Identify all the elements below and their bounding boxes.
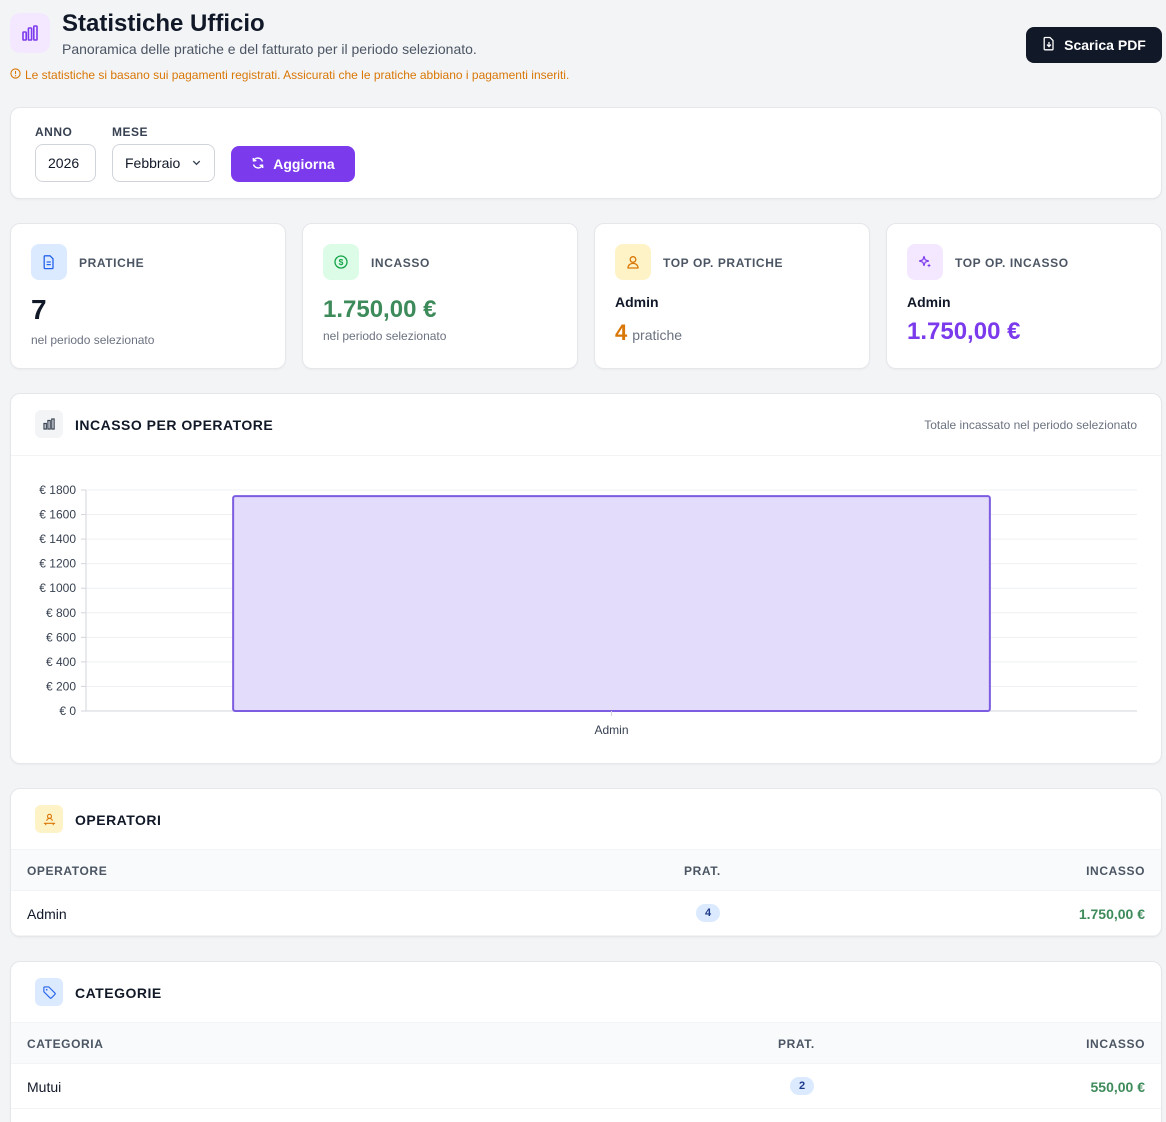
category-name: Mutui (27, 1079, 61, 1095)
y-tick-label: € 1000 (39, 581, 76, 595)
column-header: PRAT. (778, 1037, 815, 1051)
categorie-table-card: CATEGORIE CATEGORIA PRAT. INCASSO Mutui … (10, 961, 1162, 1122)
dollar-circle-icon: $ (323, 244, 359, 280)
month-select[interactable]: Febbraio (112, 144, 215, 182)
stat-value: 1.750,00 € (323, 296, 436, 324)
y-tick-label: € 1800 (39, 483, 76, 497)
stat-card-top-incasso: TOP OP. INCASSO Admin 1.750,00 € (886, 223, 1162, 369)
chart-note: Totale incassato nel periodo selezionato (924, 418, 1137, 432)
stat-card-incasso: $ INCASSO 1.750,00 € nel periodo selezio… (302, 223, 578, 369)
operator-name: Admin (27, 906, 67, 922)
bar-chart: € 0 € 200 € 400 € 600 € 800 € 1000 € 1200 € 140… (11, 456, 1161, 756)
month-label: MESE (112, 125, 148, 139)
categorie-title: CATEGORIE (75, 985, 162, 1001)
top-operator-name: Admin (907, 294, 951, 310)
users-icon (35, 805, 63, 833)
table-row: Admin 4 1.750,00 € (11, 891, 1161, 936)
count-badge: 2 (790, 1077, 814, 1095)
sparkles-icon (907, 244, 943, 280)
refresh-icon (251, 156, 265, 173)
y-tick-label: € 800 (46, 606, 76, 620)
y-tick-label: € 600 (46, 630, 76, 644)
count-badge: 4 (696, 904, 720, 922)
bar-chart-icon (35, 410, 63, 438)
column-header: PRAT. (684, 864, 721, 878)
count-unit: pratiche (632, 327, 682, 343)
download-pdf-label: Scarica PDF (1064, 37, 1146, 53)
y-tick-label: € 1400 (39, 532, 76, 546)
year-input[interactable]: 2026 (35, 144, 96, 182)
filters-panel: ANNO 2026 MESE Febbraio Aggiorna (10, 107, 1162, 199)
y-tick-label: € 200 (46, 679, 76, 693)
stat-label: TOP OP. PRATICHE (663, 256, 783, 270)
year-label: ANNO (35, 125, 72, 139)
stat-note: nel periodo selezionato (31, 333, 154, 347)
file-download-icon (1042, 36, 1056, 54)
bar-chart-icon (10, 13, 50, 53)
table-header: CATEGORIA PRAT. INCASSO (11, 1022, 1161, 1064)
stat-label: INCASSO (371, 256, 430, 270)
month-select-value: Febbraio (125, 155, 180, 171)
chevron-down-icon (191, 155, 202, 171)
count-value: 4 (615, 320, 627, 346)
stat-card-top-pratiche: TOP OP. PRATICHE Admin 4 pratiche (594, 223, 870, 369)
tag-icon (35, 978, 63, 1006)
column-header: INCASSO (1086, 864, 1145, 878)
y-tick-label: € 400 (46, 655, 76, 669)
page-header: Statistiche Ufficio Panoramica delle pra… (10, 10, 1162, 90)
warning-text: Le statistiche si basano sui pagamenti r… (25, 68, 569, 82)
refresh-button[interactable]: Aggiorna (231, 146, 355, 182)
stat-card-pratiche: PRATICHE 7 nel periodo selezionato (10, 223, 286, 369)
stat-label: TOP OP. INCASSO (955, 256, 1069, 270)
table-header: OPERATORE PRAT. INCASSO (11, 849, 1161, 891)
top-operator-incasso: 1.750,00 € (907, 318, 1020, 346)
stat-value: 7 (31, 294, 47, 326)
stat-label: PRATICHE (79, 256, 144, 270)
column-header: CATEGORIA (27, 1037, 104, 1051)
document-icon (31, 244, 67, 280)
operatori-title: OPERATORI (75, 812, 161, 828)
amount: 1.750,00 € (1079, 906, 1145, 922)
column-header: INCASSO (1086, 1037, 1145, 1051)
page-title: Statistiche Ufficio (62, 10, 265, 38)
top-operator-name: Admin (615, 294, 659, 310)
page-subtitle: Panoramica delle pratiche e del fatturat… (62, 41, 477, 57)
bar (233, 496, 990, 711)
y-tick-label: € 0 (59, 704, 76, 718)
column-header: OPERATORE (27, 864, 107, 878)
stat-note: nel periodo selezionato (323, 329, 446, 343)
x-tick-label: Admin (594, 723, 628, 737)
chart-title: INCASSO PER OPERATORE (75, 417, 273, 433)
svg-text:$: $ (339, 257, 344, 267)
chart-header: INCASSO PER OPERATORE Totale incassato n… (11, 394, 1161, 456)
info-circle-icon (10, 68, 21, 82)
top-operator-count: 4 pratiche (615, 320, 682, 346)
y-tick-label: € 1200 (39, 557, 76, 571)
user-icon (615, 244, 651, 280)
y-tick-label: € 1600 (39, 508, 76, 522)
download-pdf-button[interactable]: Scarica PDF (1026, 27, 1162, 63)
amount: 550,00 € (1091, 1079, 1146, 1095)
table-row: Mutui 2 550,00 € (11, 1064, 1161, 1109)
chart-card: INCASSO PER OPERATORE Totale incassato n… (10, 393, 1162, 764)
warning-message: Le statistiche si basano sui pagamenti r… (10, 68, 569, 82)
operatori-table-card: OPERATORI OPERATORE PRAT. INCASSO Admin … (10, 788, 1162, 937)
refresh-label: Aggiorna (273, 156, 334, 172)
